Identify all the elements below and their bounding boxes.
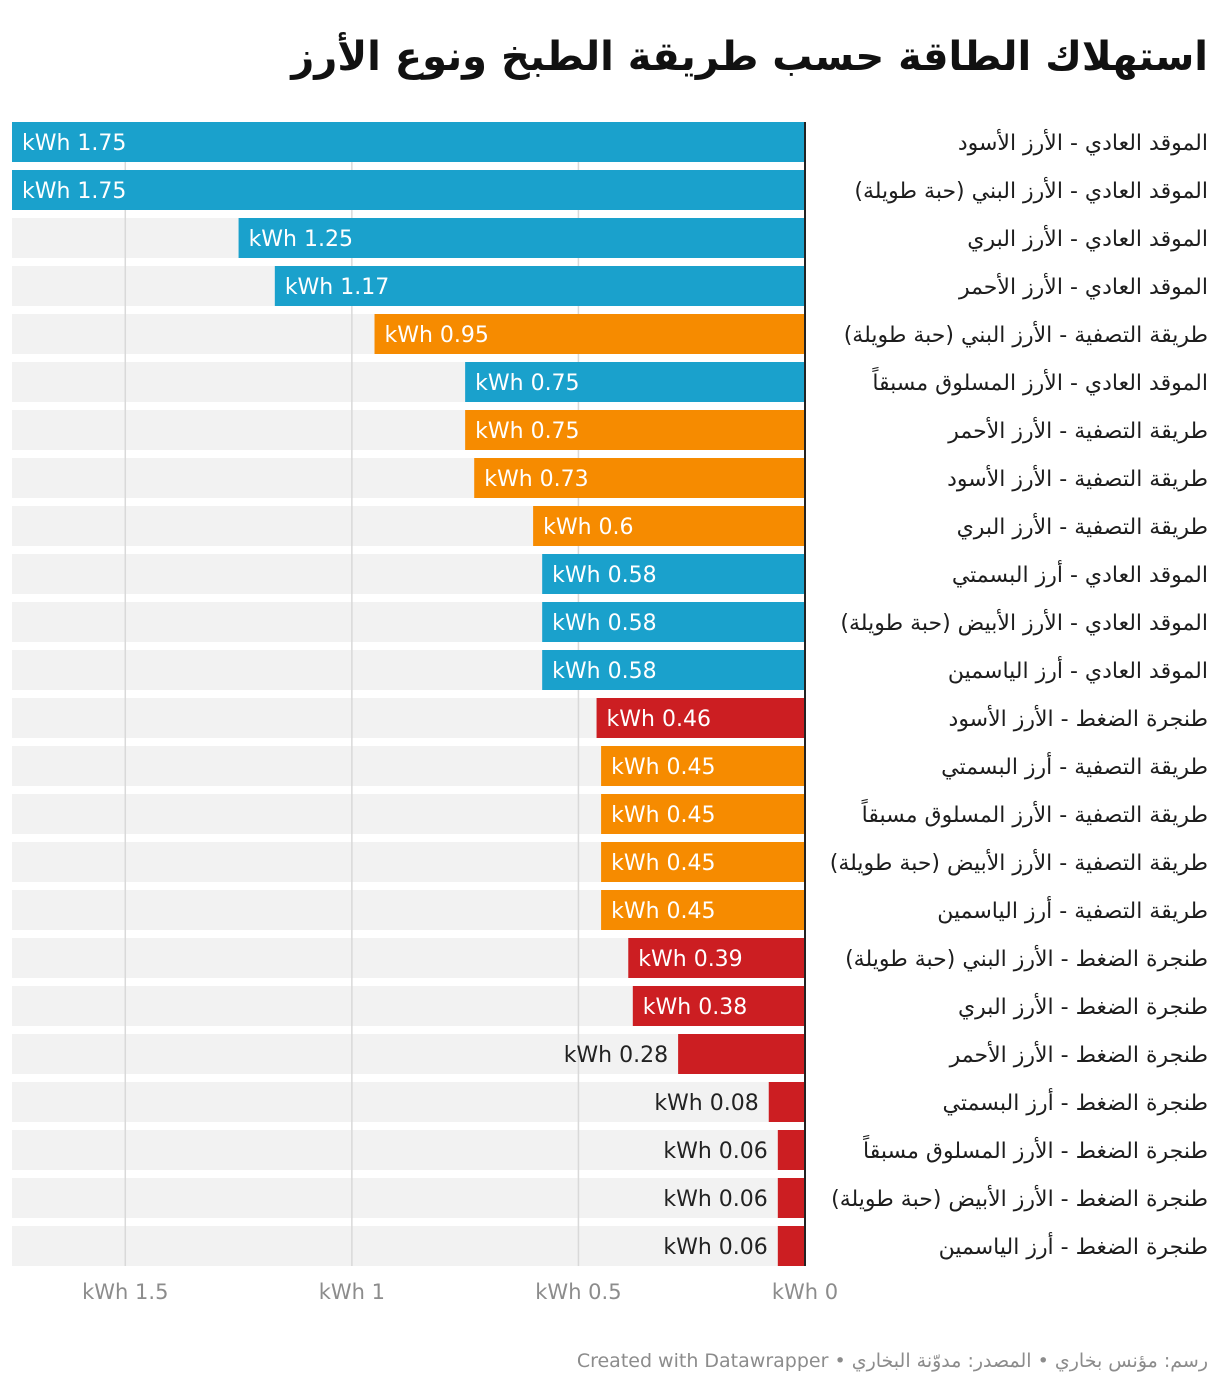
bar-value-label: kWh 0.08 [654,1091,758,1116]
footer-separator-1: • [1031,1350,1055,1372]
category-label: طريقة التصفية - الأرز الأحمر [947,417,1208,444]
category-label: الموقد العادي - أرز الياسمين [948,656,1208,684]
bar [678,1034,805,1074]
bar-value-label: kWh 0.45 [611,755,715,780]
bar [474,458,805,498]
bar-value-label: kWh 0.58 [552,659,656,684]
chart-footer: رسم: مؤنس بخاري • المصدر: مدوّنة البخاري… [12,1350,1208,1372]
bar-chart: kWh 1.75 الموقد العادي - الأرز الأسود kWh … [12,122,1208,1304]
bar [542,554,805,594]
bar [465,362,805,402]
category-label: طنجرة الضغط - أرز البسمتي [943,1088,1208,1116]
category-label: الموقد العادي - الأرز البري [967,225,1208,252]
bar-track [12,1034,805,1074]
x-tick-label: kWh 1.5 [82,1280,168,1304]
bar [601,842,805,882]
bar-value-label: kWh 1.17 [285,275,389,300]
category-label: الموقد العادي - الأرز الأحمر [958,273,1208,300]
category-label: طنجرة الضغط - الأرز الأحمر [949,1041,1208,1068]
bar [542,650,805,690]
bar-value-label: kWh 0.6 [543,515,633,540]
bar-value-label: kWh 1.75 [22,179,126,204]
bar-track [12,1178,805,1218]
bar-value-label: kWh 0.38 [643,995,747,1020]
bar-value-label: kWh 1.75 [22,131,126,156]
bar [533,506,805,546]
bar [601,890,805,930]
bar [12,122,805,162]
category-label: طنجرة الضغط - الأرز المسلوق مسبقاً [863,1134,1208,1164]
bar-value-label: kWh 0.06 [663,1187,767,1212]
category-label: طنجرة الضغط - الأرز البري [958,993,1208,1020]
bar-value-label: kWh 0.58 [552,563,656,588]
bar [465,410,805,450]
x-tick-label: kWh 0 [772,1280,838,1304]
footer-created-with: Created with Datawrapper [576,1350,829,1372]
bar [632,986,805,1026]
bar-value-label: kWh 0.06 [663,1139,767,1164]
footer-separator-2: • [828,1350,852,1372]
bar [768,1082,805,1122]
category-label: طريقة التصفية - الأرز الأبيض (حبة طويلة) [830,849,1208,876]
bar-value-label: kWh 0.45 [611,851,715,876]
category-label: طريقة التصفية - الأرز المسلوق مسبقاً [861,798,1208,828]
bar-value-label: kWh 0.28 [564,1043,668,1068]
chart-title: استهلاك الطاقة حسب طريقة الطبخ ونوع الأر… [291,34,1208,80]
category-label: طريقة التصفية - الأرز البري [957,513,1208,540]
bar-track [12,1130,805,1170]
bar [542,602,805,642]
category-label: الموقد العادي - الأرز البني (حبة طويلة) [854,177,1208,204]
category-label: الموقد العادي - الأرز الأسود [958,129,1208,156]
category-label: طريقة التصفية - أرز البسمتي [941,752,1208,780]
bar-value-label: kWh 0.39 [638,947,742,972]
category-label: طنجرة الضغط - الأرز البني (حبة طويلة) [845,945,1208,972]
category-label: الموقد العادي - الأرز الأبيض (حبة طويلة) [840,609,1208,636]
bar-value-label: kWh 1.25 [249,227,353,252]
bar [596,698,805,738]
category-label: طنجرة الضغط - أرز الياسمين [939,1232,1208,1260]
bar-value-label: kWh 0.45 [611,899,715,924]
category-label: الموقد العادي - أرز البسمتي [952,560,1208,588]
bar [601,746,805,786]
bar-value-label: kWh 0.58 [552,611,656,636]
bar-value-label: kWh 0.46 [607,707,711,732]
bar [777,1178,805,1218]
bar-value-label: kWh 0.75 [475,419,579,444]
category-label: طنجرة الضغط - الأرز الأسود [949,705,1208,732]
bar-value-label: kWh 0.73 [484,467,588,492]
footer-source: المصدر: مدوّنة البخاري [851,1350,1032,1372]
category-label: طريقة التصفية - الأرز البني (حبة طويلة) [844,321,1208,348]
bar-value-label: kWh 0.75 [475,371,579,396]
bar [274,266,805,306]
bar [12,170,805,210]
footer-credit: رسم: مؤنس بخاري [1054,1350,1208,1372]
bar [601,794,805,834]
x-tick-label: kWh 0.5 [535,1280,621,1304]
bar-track [12,1226,805,1266]
category-label: طنجرة الضغط - الأرز الأبيض (حبة طويلة) [831,1185,1208,1212]
bar-track [12,1082,805,1122]
x-tick-label: kWh 1 [319,1280,385,1304]
bar-value-label: kWh 0.45 [611,803,715,828]
category-label: الموقد العادي - الأرز المسلوق مسبقاً [872,366,1208,396]
category-label: طريقة التصفية - أرز الياسمين [937,896,1208,924]
bar [628,938,805,978]
bar [777,1226,805,1266]
bar [374,314,805,354]
bar [238,218,806,258]
bar [777,1130,805,1170]
bar-value-label: kWh 0.06 [663,1235,767,1260]
bar-value-label: kWh 0.95 [385,323,489,348]
category-label: طريقة التصفية - الأرز الأسود [947,465,1208,492]
